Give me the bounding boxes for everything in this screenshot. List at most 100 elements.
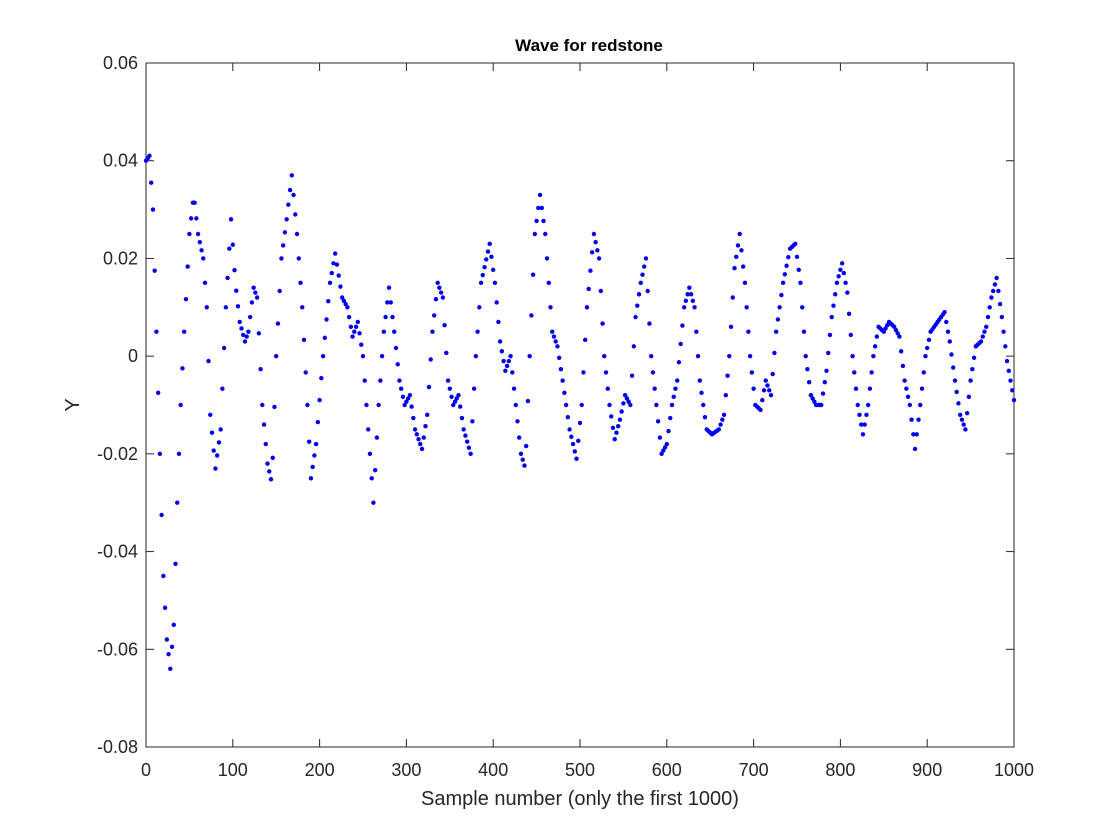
- data-point: [562, 390, 567, 395]
- data-point: [794, 254, 800, 259]
- data-point: [659, 451, 664, 457]
- data-point: [227, 246, 232, 251]
- data-point: [336, 273, 341, 278]
- data-point: [305, 402, 310, 408]
- data-point: [760, 397, 765, 403]
- data-point: [379, 353, 385, 359]
- data-point: [484, 257, 489, 262]
- data-point: [859, 422, 864, 427]
- data-point: [411, 415, 416, 421]
- data-point: [966, 394, 972, 400]
- data-point: [355, 319, 360, 325]
- data-point: [857, 412, 862, 417]
- data-point: [846, 311, 852, 316]
- data-point: [905, 394, 911, 400]
- data-point: [214, 453, 220, 458]
- data-point: [732, 266, 737, 271]
- data-point: [539, 205, 545, 211]
- data-point: [695, 353, 701, 359]
- data-point: [871, 353, 876, 359]
- data-point: [921, 370, 926, 375]
- data-point: [176, 451, 182, 457]
- data-point: [669, 402, 675, 408]
- data-point: [838, 267, 843, 273]
- data-point: [964, 410, 970, 416]
- data-point: [640, 272, 645, 277]
- data-point: [642, 264, 647, 269]
- data-point: [461, 427, 466, 432]
- data-point: [445, 378, 451, 383]
- data-point: [556, 355, 562, 360]
- data-point: [388, 300, 393, 305]
- y-tick-label: 0.04: [103, 151, 138, 171]
- data-point: [751, 386, 756, 391]
- data-point: [1003, 344, 1008, 349]
- data-point: [770, 371, 775, 377]
- data-point: [444, 350, 449, 356]
- data-point: [812, 399, 817, 404]
- data-point: [872, 344, 878, 349]
- data-point: [543, 231, 548, 237]
- data-point: [1010, 388, 1015, 393]
- data-point: [806, 380, 812, 385]
- data-point: [353, 324, 359, 330]
- y-tick-label: -0.06: [97, 639, 138, 659]
- data-point: [247, 314, 253, 320]
- data-point: [459, 415, 465, 421]
- data-point: [293, 212, 298, 217]
- data-point: [668, 415, 673, 421]
- data-point: [149, 180, 154, 185]
- data-point: [900, 363, 906, 369]
- data-point: [426, 384, 432, 390]
- data-point: [185, 264, 190, 269]
- data-point: [518, 451, 524, 457]
- data-point: [374, 435, 380, 440]
- y-tick-label: -0.08: [97, 737, 138, 757]
- data-point: [916, 417, 921, 422]
- data-point: [694, 329, 699, 334]
- data-point: [471, 386, 477, 391]
- data-point: [489, 254, 494, 259]
- data-point: [442, 323, 447, 328]
- data-point: [414, 432, 420, 437]
- data-point: [345, 305, 350, 310]
- data-point: [400, 394, 406, 400]
- data-point: [553, 339, 558, 344]
- data-point: [402, 402, 407, 408]
- data-point: [242, 339, 248, 344]
- data-point: [256, 331, 262, 336]
- data-point: [473, 353, 479, 359]
- data-point: [348, 324, 354, 330]
- data-point: [997, 301, 1003, 307]
- data-point: [591, 231, 597, 237]
- data-point: [527, 353, 532, 359]
- data-point: [843, 280, 848, 286]
- data-point: [767, 388, 772, 393]
- data-point: [352, 329, 357, 334]
- data-point: [209, 430, 215, 435]
- data-point: [228, 217, 234, 222]
- data-point: [994, 275, 999, 281]
- data-point: [204, 305, 209, 310]
- data-point: [699, 390, 704, 395]
- data-point: [551, 334, 557, 339]
- data-point: [1006, 368, 1011, 373]
- data-point: [970, 366, 975, 372]
- data-point: [199, 248, 204, 253]
- data-point: [213, 466, 218, 471]
- data-point: [536, 205, 541, 211]
- data-point: [633, 314, 638, 320]
- data-point: [275, 321, 281, 326]
- data-point: [839, 261, 845, 266]
- data-point: [605, 386, 610, 391]
- data-point: [595, 248, 600, 253]
- data-point: [683, 298, 689, 303]
- data-point: [624, 396, 630, 401]
- data-point: [822, 380, 827, 385]
- data-point: [645, 288, 650, 294]
- data-point: [648, 353, 654, 359]
- data-point: [798, 280, 803, 286]
- data-point: [251, 285, 256, 290]
- data-point: [180, 366, 185, 371]
- data-point: [265, 461, 270, 466]
